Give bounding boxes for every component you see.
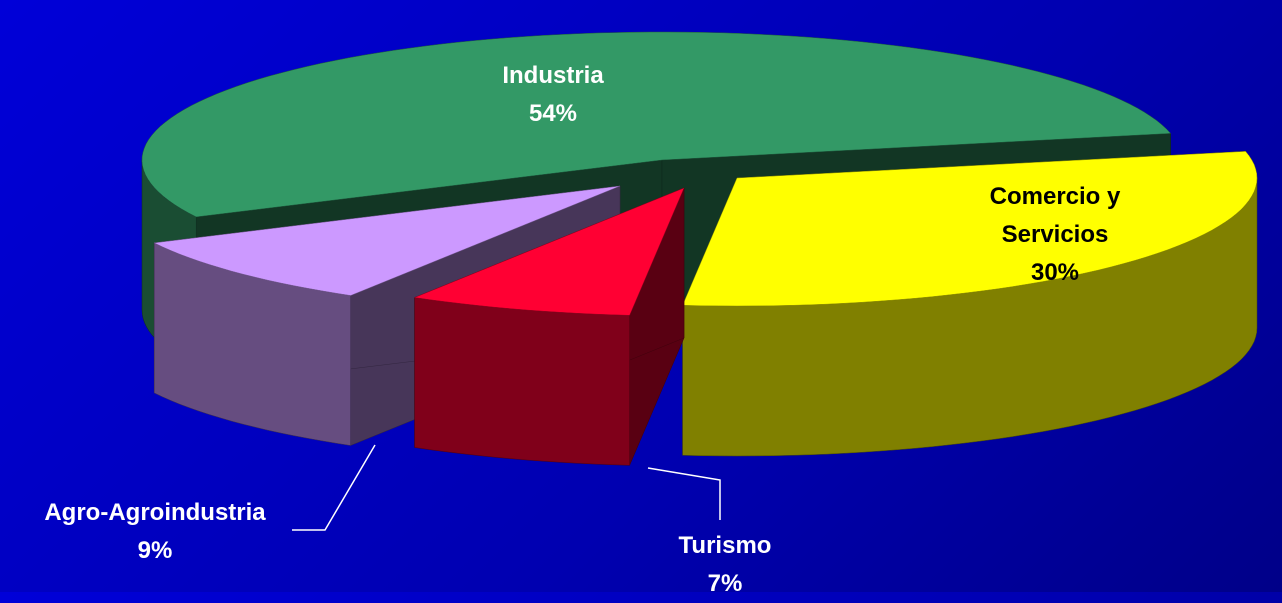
value-label: 30% [1030,259,1080,286]
value-label: 7% [707,570,743,597]
leader-line [647,467,721,520]
value-label: 9% [137,537,173,564]
leader-line [292,444,376,531]
slice [141,31,1172,218]
slice-label: Comercio y Servicios 30% [970,178,1140,292]
slice-label: Agro-Agroindustria 9% [44,494,265,570]
category-label: Agro-Agroindustria [44,499,266,526]
category-label: Turismo [678,532,772,559]
slice [153,185,621,296]
category-label: Comercio y Servicios [989,183,1121,248]
slice-label: Industria 54% [502,57,603,133]
category-label: Industria [502,62,604,89]
slice [682,151,1258,307]
value-label: 54% [528,100,578,127]
slice [413,187,685,316]
slice-wall [414,297,630,466]
pie [141,31,1258,466]
